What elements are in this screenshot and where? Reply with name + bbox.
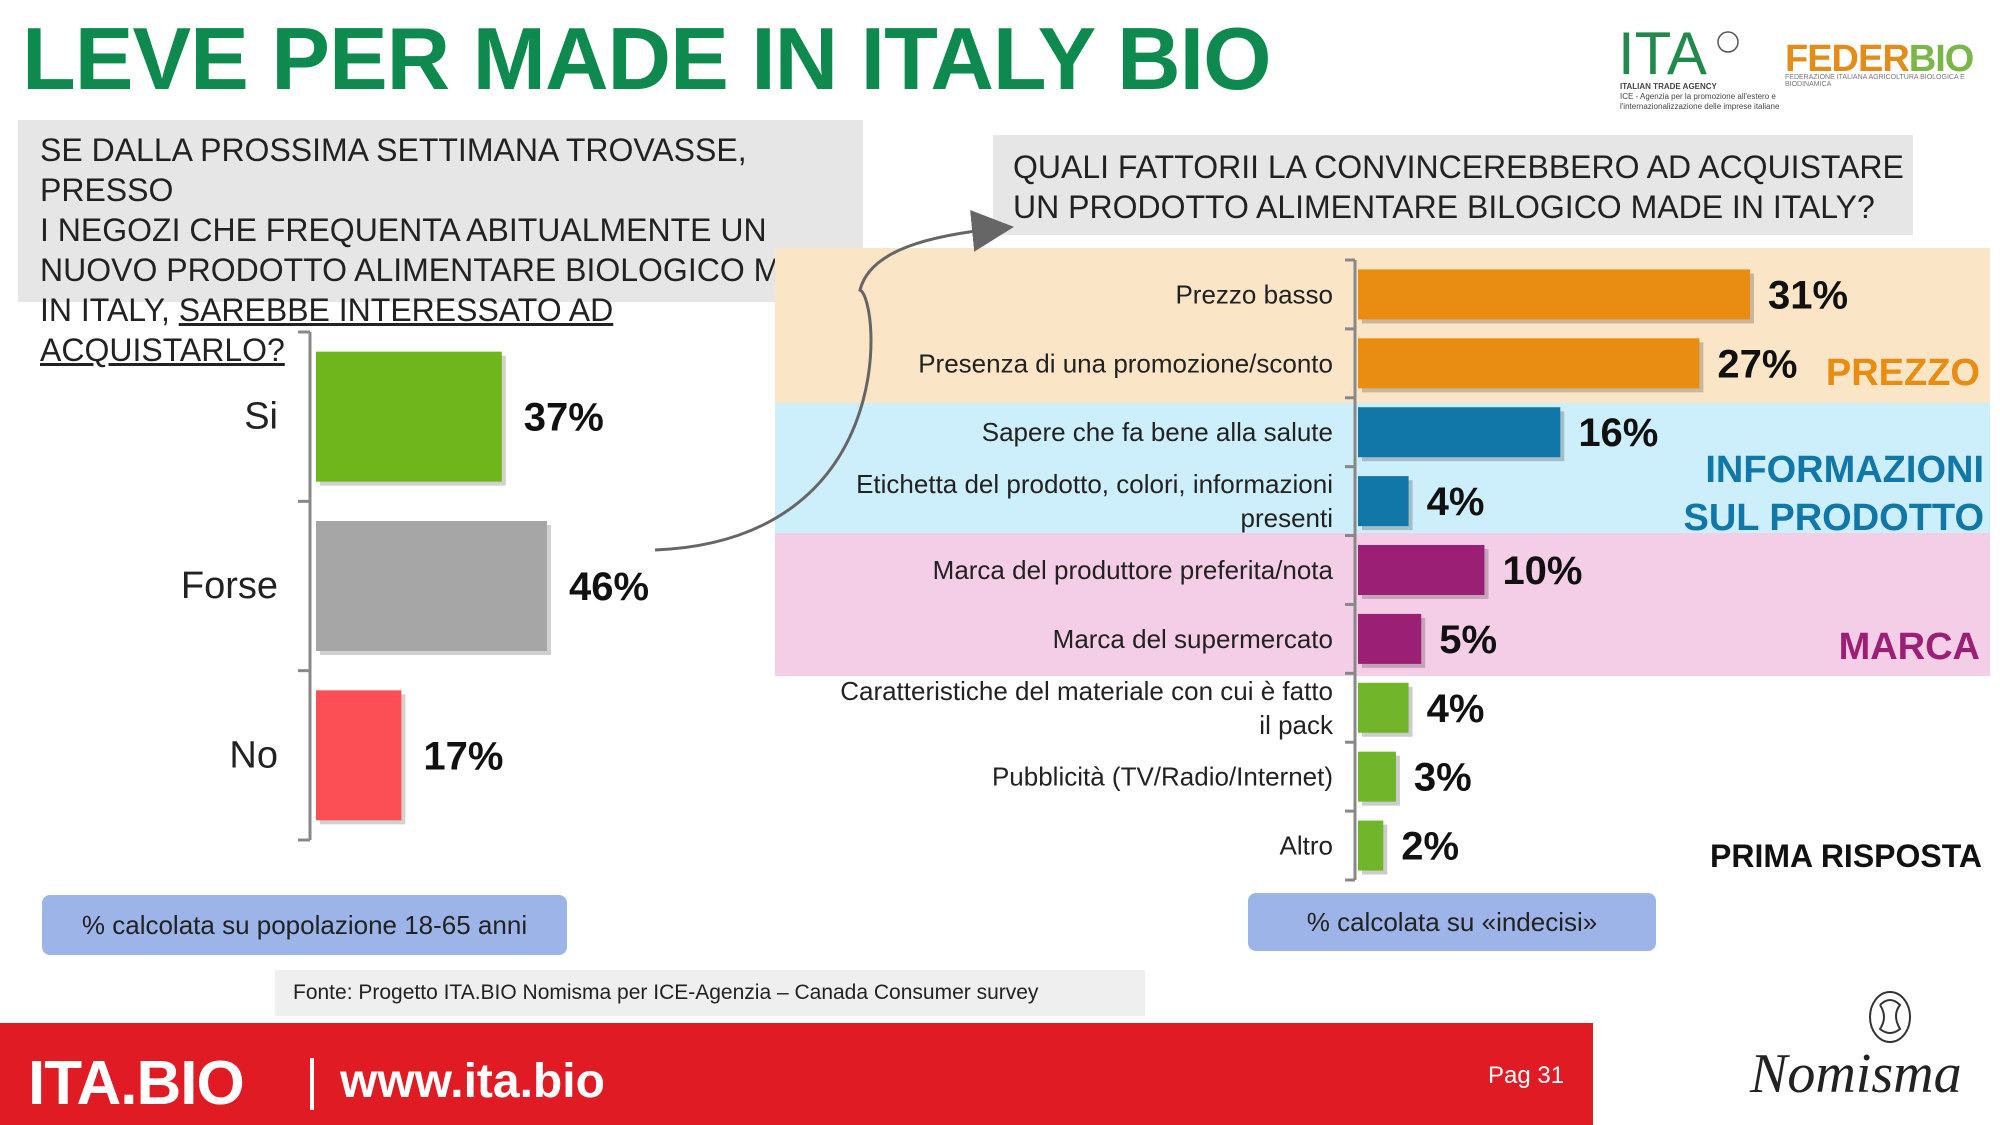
- category-label: Caratteristiche del materiale con cui è …: [840, 676, 1333, 706]
- connector-arrow-path: [654, 210, 1014, 552]
- category-label: Marca del produttore preferita/nota: [933, 555, 1334, 585]
- category-label: Etichetta del prodotto, colori, informaz…: [856, 469, 1333, 499]
- value-label: 27%: [1717, 342, 1797, 386]
- note-undecided: % calcolata su «indecisi»: [1248, 893, 1656, 951]
- bar: [1358, 682, 1409, 733]
- value-label: 2%: [1401, 825, 1459, 869]
- question-left-line: NUOVO PRODOTTO ALIMENTARE BIOLOGICO MADE: [40, 252, 847, 288]
- question-right-line: UN PRODOTTO ALIMENTARE BILOGICO MADE IN …: [1013, 189, 1875, 225]
- question-left-line: I NEGOZI CHE FREQUENTA ABITUALMENTE UN: [40, 212, 767, 248]
- bar: [1358, 476, 1409, 527]
- value-label: 4%: [1427, 480, 1485, 524]
- category-label: No: [229, 734, 278, 776]
- group-label-info: INFORMAZIONI SUL PRODOTTO: [1683, 446, 1984, 542]
- question-left-text: IN ITALY,: [40, 292, 179, 328]
- category-label: presenti: [1241, 503, 1334, 533]
- group-label-marca: MARCA: [1838, 626, 1980, 668]
- ita-sub-line: l'internazionalizzazione delle imprese i…: [1620, 102, 1780, 111]
- category-label: Si: [244, 396, 278, 438]
- bar: [1358, 338, 1700, 389]
- note-population: % calcolata su popolazione 18-65 anni: [42, 895, 567, 955]
- category-label: Forse: [181, 565, 278, 607]
- chart-factors: Prezzo basso 31% Presenza di una promozion…: [840, 258, 1848, 882]
- value-label: 46%: [569, 565, 649, 609]
- group-label-info-line: SUL PRODOTTO: [1683, 497, 1984, 539]
- bar: [316, 521, 547, 651]
- footer-url-link[interactable]: www.ita.bio: [340, 1055, 605, 1108]
- category-label: Presenza di una promozione/sconto: [918, 348, 1333, 378]
- nomisma-emblem-icon: [1869, 991, 1911, 1043]
- group-label-info-line: INFORMAZIONI: [1705, 449, 1984, 491]
- footer-divider: [310, 1058, 314, 1110]
- ita-logo-mark: [1717, 31, 1739, 53]
- federbio-logo-b: BIO: [1908, 38, 1975, 80]
- category-label: Altro: [1280, 831, 1333, 861]
- bar: [1358, 820, 1384, 871]
- category-label: Pubblicità (TV/Radio/Internet): [992, 762, 1333, 792]
- value-label: 37%: [524, 396, 604, 440]
- footer-brand: ITA.BIO: [28, 1049, 245, 1118]
- bar: [1358, 613, 1422, 664]
- ita-sub-line: ICE - Agenzia per la promozione all'este…: [1620, 92, 1776, 101]
- prima-risposta-label: PRIMA RISPOSTA: [1710, 838, 1983, 874]
- question-right-line: QUALI FATTORII LA CONVINCEREBBERO AD ACQ…: [1013, 149, 1904, 185]
- category-label: Prezzo basso: [1175, 279, 1333, 309]
- question-right: QUALI FATTORII LA CONVINCEREBBERO AD ACQ…: [993, 135, 1913, 235]
- bar: [1358, 545, 1485, 595]
- federbio-subtitle: FEDERAZIONE ITALIANA AGRICOLTURA BIOLOGI…: [1785, 74, 1965, 88]
- bar: [316, 690, 402, 821]
- bar: [1358, 269, 1750, 320]
- footer-bar: [0, 1023, 1593, 1125]
- value-label: 5%: [1439, 618, 1497, 662]
- source-note: Fonte: Progetto ITA.BIO Nomisma per ICE-…: [275, 970, 1145, 1016]
- value-label: 16%: [1578, 411, 1658, 455]
- page-number: Pag 31: [1488, 1062, 1565, 1089]
- group-label-prezzo: PREZZO: [1825, 352, 1980, 394]
- nomisma-logo: Nomisma: [1750, 1043, 1962, 1105]
- value-label: 31%: [1768, 273, 1848, 317]
- ita-sub-line: ITALIAN TRADE AGENCY: [1620, 82, 1717, 91]
- bar: [1358, 751, 1396, 802]
- value-label: 3%: [1414, 756, 1472, 800]
- federbio-logo: FEDERBIO: [1785, 38, 1975, 81]
- page-title: LEVE PER MADE IN ITALY BIO: [22, 9, 1272, 108]
- ita-logo-text: ITA: [1618, 22, 1707, 82]
- category-label: il pack: [1259, 710, 1334, 740]
- category-label: Sapere che fa bene alla salute: [982, 417, 1333, 447]
- bar: [1358, 407, 1561, 458]
- value-label: 17%: [423, 734, 503, 778]
- category-label: Marca del supermercato: [1053, 624, 1333, 654]
- question-left-line: IN ITALY, SAREBBE INTERESSATO AD ACQUIST…: [40, 290, 863, 370]
- bar: [316, 351, 502, 482]
- ita-subtitle: ITALIAN TRADE AGENCY ICE - Agenzia per l…: [1620, 82, 1779, 112]
- federbio-logo-a: FEDER: [1785, 38, 1910, 80]
- chart-interest: Si 37% Forse 46% No 17%: [181, 330, 649, 842]
- value-label: 4%: [1427, 687, 1485, 731]
- value-label: 10%: [1502, 549, 1582, 593]
- question-left-emphasis: SAREBBE INTERESSATO AD ACQUISTARLO?: [40, 292, 614, 368]
- question-left: SE DALLA PROSSIMA SETTIMANA TROVASSE, PR…: [18, 120, 863, 368]
- ita-logo: ITA: [1618, 22, 1739, 82]
- question-left-line: SE DALLA PROSSIMA SETTIMANA TROVASSE, PR…: [40, 132, 747, 208]
